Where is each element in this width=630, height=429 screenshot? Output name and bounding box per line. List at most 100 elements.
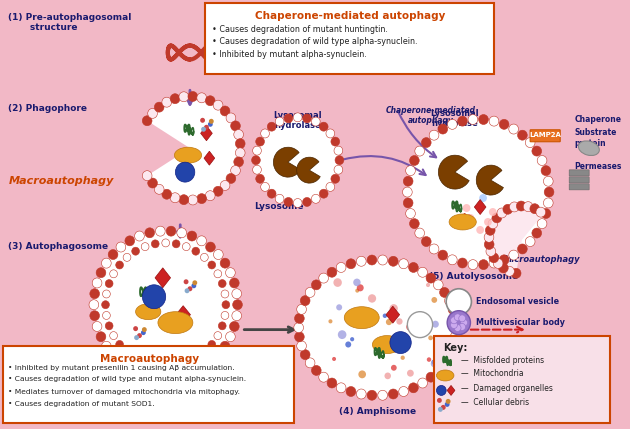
Circle shape bbox=[489, 258, 499, 268]
Circle shape bbox=[154, 102, 164, 112]
FancyBboxPatch shape bbox=[569, 184, 589, 190]
Circle shape bbox=[251, 156, 260, 165]
Circle shape bbox=[187, 369, 197, 378]
Circle shape bbox=[468, 115, 478, 124]
Text: • Causes degradation of mutant SOD1.: • Causes degradation of mutant SOD1. bbox=[8, 402, 155, 408]
Circle shape bbox=[116, 261, 123, 269]
Circle shape bbox=[493, 258, 503, 269]
Circle shape bbox=[229, 278, 239, 288]
Circle shape bbox=[415, 146, 425, 156]
Circle shape bbox=[541, 208, 551, 218]
Circle shape bbox=[162, 189, 171, 199]
Circle shape bbox=[468, 260, 478, 269]
Circle shape bbox=[450, 314, 460, 323]
Circle shape bbox=[187, 231, 197, 241]
Circle shape bbox=[267, 122, 276, 131]
Circle shape bbox=[311, 194, 320, 203]
Circle shape bbox=[116, 242, 126, 252]
Circle shape bbox=[440, 358, 449, 368]
Circle shape bbox=[326, 182, 335, 191]
Wedge shape bbox=[147, 97, 241, 200]
Circle shape bbox=[432, 297, 437, 303]
Ellipse shape bbox=[175, 147, 202, 163]
FancyBboxPatch shape bbox=[569, 170, 589, 176]
Circle shape bbox=[384, 372, 391, 379]
Circle shape bbox=[214, 250, 223, 260]
Circle shape bbox=[145, 228, 154, 238]
Circle shape bbox=[185, 288, 190, 293]
Circle shape bbox=[226, 332, 235, 341]
Circle shape bbox=[204, 125, 209, 130]
Circle shape bbox=[137, 333, 142, 338]
Circle shape bbox=[532, 228, 542, 238]
Circle shape bbox=[510, 202, 519, 212]
Circle shape bbox=[261, 182, 270, 191]
Circle shape bbox=[525, 138, 535, 148]
Circle shape bbox=[457, 116, 467, 126]
Circle shape bbox=[183, 359, 190, 367]
Circle shape bbox=[334, 165, 343, 174]
Circle shape bbox=[399, 259, 408, 269]
Circle shape bbox=[319, 189, 328, 198]
Text: • Inhibited by mutant alpha-synuclein.: • Inhibited by mutant alpha-synuclein. bbox=[212, 49, 367, 58]
Circle shape bbox=[213, 186, 223, 196]
Circle shape bbox=[200, 118, 205, 123]
Ellipse shape bbox=[158, 312, 193, 334]
Circle shape bbox=[284, 197, 293, 206]
Circle shape bbox=[537, 156, 547, 166]
Text: • Mediates turnover of damaged mitochondria via mitophagy.: • Mediates turnover of damaged mitochond… bbox=[8, 390, 241, 396]
Circle shape bbox=[302, 197, 311, 206]
Circle shape bbox=[333, 278, 342, 287]
Circle shape bbox=[101, 341, 112, 351]
Circle shape bbox=[253, 146, 261, 155]
Circle shape bbox=[213, 100, 223, 110]
Circle shape bbox=[125, 364, 135, 374]
Polygon shape bbox=[176, 306, 190, 323]
Circle shape bbox=[147, 109, 158, 118]
Circle shape bbox=[484, 218, 492, 226]
Circle shape bbox=[426, 283, 430, 287]
Circle shape bbox=[222, 301, 230, 309]
Circle shape bbox=[503, 204, 513, 214]
Text: Macroautophagy: Macroautophagy bbox=[100, 353, 198, 363]
FancyBboxPatch shape bbox=[569, 177, 589, 183]
Circle shape bbox=[110, 332, 117, 340]
Circle shape bbox=[335, 156, 344, 165]
Circle shape bbox=[105, 322, 113, 330]
Circle shape bbox=[437, 385, 446, 396]
Circle shape bbox=[156, 226, 165, 236]
Circle shape bbox=[358, 370, 366, 378]
Circle shape bbox=[105, 280, 113, 287]
Circle shape bbox=[536, 207, 546, 217]
Circle shape bbox=[297, 341, 306, 351]
Circle shape bbox=[205, 357, 215, 367]
Circle shape bbox=[319, 122, 328, 131]
Circle shape bbox=[214, 270, 222, 278]
Circle shape bbox=[311, 117, 320, 126]
Circle shape bbox=[177, 372, 186, 382]
Circle shape bbox=[294, 199, 302, 208]
Circle shape bbox=[346, 259, 356, 269]
Circle shape bbox=[123, 348, 131, 356]
Text: Lysosomal
hydrolase: Lysosomal hydrolase bbox=[273, 111, 322, 130]
Circle shape bbox=[378, 255, 387, 265]
Circle shape bbox=[368, 294, 376, 303]
Circle shape bbox=[524, 202, 533, 211]
Circle shape bbox=[484, 233, 494, 242]
Text: —  Misfolded proteins: — Misfolded proteins bbox=[461, 356, 544, 365]
Circle shape bbox=[226, 173, 236, 184]
Circle shape bbox=[166, 226, 176, 236]
Text: —  Mitochondria: — Mitochondria bbox=[461, 369, 524, 378]
Circle shape bbox=[509, 124, 518, 134]
Circle shape bbox=[175, 162, 195, 182]
Circle shape bbox=[301, 296, 310, 305]
Circle shape bbox=[90, 289, 100, 299]
FancyBboxPatch shape bbox=[433, 335, 610, 423]
Circle shape bbox=[306, 287, 315, 297]
Circle shape bbox=[391, 365, 397, 371]
Circle shape bbox=[457, 258, 467, 268]
Circle shape bbox=[499, 255, 509, 265]
Circle shape bbox=[489, 116, 499, 126]
Circle shape bbox=[116, 341, 123, 348]
Circle shape bbox=[426, 372, 436, 382]
